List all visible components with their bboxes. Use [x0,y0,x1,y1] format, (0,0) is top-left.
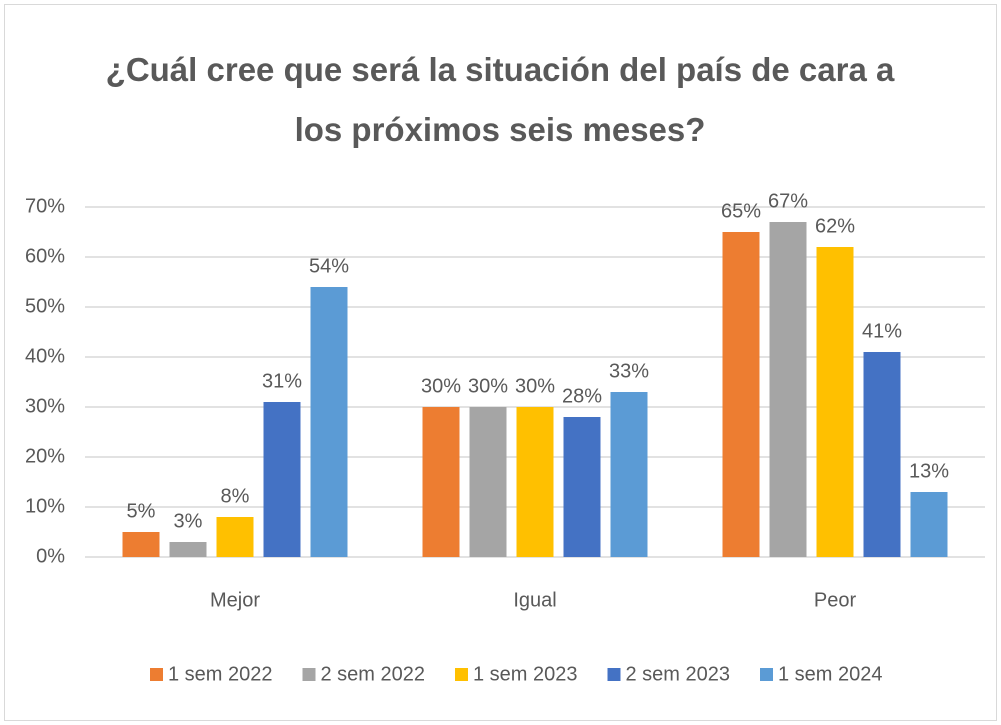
data-label: 28% [562,385,602,407]
data-label: 67% [768,190,808,212]
y-tick-label: 10% [25,495,65,517]
data-label: 41% [862,320,902,342]
data-label: 5% [127,500,156,522]
legend-label: 1 sem 2023 [473,663,578,685]
bar [863,352,901,557]
legend-swatch [150,668,163,681]
legend-label: 2 sem 2023 [626,663,731,685]
bar [469,407,507,557]
y-tick-label: 70% [25,195,65,217]
data-label: 62% [815,215,855,237]
bar [216,517,254,557]
bar [816,247,854,557]
bar [563,417,601,557]
bar [422,407,460,557]
data-label: 30% [421,375,461,397]
x-tick-label: Peor [814,589,857,611]
data-label: 30% [515,375,555,397]
legend-swatch [302,668,316,681]
bar [169,542,207,557]
chart-frame [4,4,997,721]
data-label: 30% [468,375,508,397]
data-label: 31% [262,370,302,392]
bar [910,492,948,557]
bar [263,402,301,557]
legend-swatch [760,668,773,681]
legend-label: 1 sem 2024 [778,663,883,685]
bar [122,532,160,557]
data-label: 3% [174,510,203,532]
x-tick-label: Mejor [210,589,260,611]
data-label: 33% [609,360,649,382]
y-tick-label: 30% [25,395,65,417]
data-label: 54% [309,255,349,277]
x-tick-label: Igual [513,589,556,611]
y-tick-label: 20% [25,445,65,467]
legend-swatch [455,668,468,681]
y-tick-label: 0% [36,545,65,567]
y-tick-label: 60% [25,245,65,267]
legend-label: 1 sem 2022 [168,663,273,685]
bar [722,232,760,557]
legend-label: 2 sem 2022 [321,663,426,685]
data-label: 65% [721,200,761,222]
y-tick-label: 50% [25,295,65,317]
bar [769,222,807,557]
chart-title: ¿Cuál cree que será la situación del paí… [105,51,895,148]
bar [516,407,554,557]
legend-swatch [607,668,621,681]
data-label: 8% [221,485,250,507]
data-label: 13% [909,460,949,482]
bar [610,392,648,557]
bar [310,287,348,557]
y-tick-label: 40% [25,345,65,367]
